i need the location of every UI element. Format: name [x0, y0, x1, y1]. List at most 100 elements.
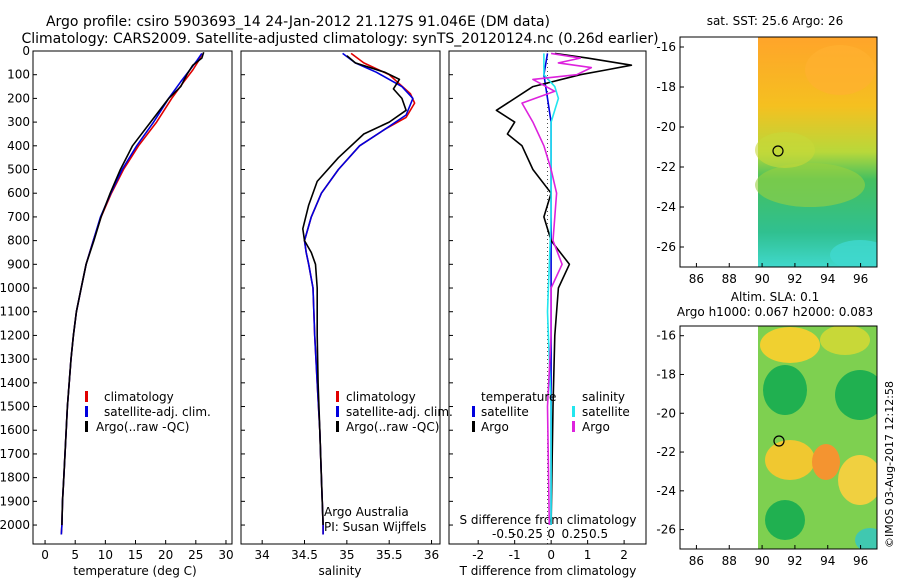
t-difference-x-axis: -2 -1 0 1 2 [472, 540, 628, 562]
series-line-argo-raw-qc- [61, 51, 205, 526]
legend-swatch-climatology [336, 391, 339, 402]
x-tick-label: 25 [188, 548, 203, 562]
lat-tick-label: -16 [656, 40, 676, 54]
lon-tick-label: 90 [754, 272, 769, 286]
legend-swatch-climatology [85, 391, 88, 402]
lon-tick-label: 86 [689, 272, 704, 286]
legend-swatch-argo [85, 421, 88, 432]
series-line-temperature-argo [495, 52, 633, 526]
x-tick-label: 2 [620, 548, 628, 562]
sla-map-field [758, 326, 877, 549]
legend-label-s-satellite: satellite [582, 405, 630, 419]
sla-map-lon-axis: 86 88 90 92 94 96 [689, 545, 868, 568]
lon-tick-label: 92 [787, 554, 802, 568]
depth-tick-label: 1400 [0, 376, 30, 390]
lon-tick-label: 86 [689, 554, 704, 568]
sla-map-lat-axis: -16 -18 -20 -22 -24 -26 [656, 329, 684, 537]
depth-tick-label: 1500 [0, 400, 30, 414]
sst-argo-location-marker [772, 145, 784, 157]
temperature-panel-frame [32, 50, 233, 545]
lat-tick-label: -18 [656, 80, 676, 94]
attribution-line1: Argo Australia [324, 505, 409, 519]
lon-tick-label: 88 [722, 554, 737, 568]
depth-tick-label: 1200 [0, 328, 30, 342]
salinity-x-axis: 34 34.5 35 35.5 36 [255, 540, 439, 562]
lat-tick-label: -24 [656, 484, 676, 498]
x-tick-label: 35 [339, 548, 354, 562]
x-tick-label: 1 [584, 548, 592, 562]
sst-map-frame [679, 36, 878, 268]
header-subtitle: Climatology: CARS2009. Satellite-adjuste… [21, 31, 658, 47]
s-difference-axis-label: S difference from climatology [460, 513, 637, 527]
series-line-satellite-adj-clim- [60, 52, 203, 535]
lat-tick-label: -20 [656, 406, 676, 420]
sla-map-frame [679, 325, 878, 550]
depth-tick-label: 1600 [0, 423, 30, 437]
salinity-axis-label: salinity [318, 564, 361, 578]
legend-swatch-argo [336, 421, 339, 432]
s-tick-label: -0.5 [492, 527, 515, 541]
temperature-legend: climatology satellite-adj. clim. Argo(..… [85, 390, 211, 434]
legend-label-s-argo: Argo [582, 420, 610, 434]
depth-tick-label: 600 [7, 186, 30, 200]
depth-tick-label: 500 [7, 163, 30, 177]
lat-tick-label: -18 [656, 367, 676, 381]
lat-tick-label: -20 [656, 120, 676, 134]
x-tick-label: 30 [218, 548, 233, 562]
salinity-legend: climatology satellite-adj. clim. Argo(..… [336, 390, 453, 434]
legend-swatch-t-argo [472, 421, 475, 432]
legend-label-climatology: climatology [104, 390, 174, 404]
sla-argo-location-marker [773, 435, 785, 447]
series-line-salinity-argo [521, 52, 593, 526]
x-tick-label: -1 [509, 548, 521, 562]
legend-label-argo: Argo(..raw -QC) [346, 420, 439, 434]
depth-tick-label: 0 [22, 44, 30, 58]
x-tick-label: 5 [71, 548, 79, 562]
header-title: Argo profile: csiro 5903693_14 24-Jan-20… [46, 14, 550, 30]
temperature-series-group [60, 51, 205, 535]
legend-swatch-s-satellite [572, 406, 575, 417]
depth-tick-label: 800 [7, 234, 30, 248]
sst-map-field [755, 37, 877, 267]
series-line-climatology [60, 53, 203, 535]
depth-tick-label: 700 [7, 210, 30, 224]
lon-tick-label: 96 [853, 272, 868, 286]
depth-tick-label: 1000 [0, 281, 30, 295]
lon-tick-label: 92 [787, 272, 802, 286]
x-tick-label: 10 [98, 548, 113, 562]
depth-axis: 0 100 200 300 400 500 600 700 800 900 1000 1100 1200… [0, 44, 453, 532]
salinity-series-group [302, 52, 416, 535]
x-tick-label: 36 [424, 548, 439, 562]
lat-tick-label: -22 [656, 445, 676, 459]
depth-tick-label: 1900 [0, 494, 30, 508]
x-tick-label: 34.5 [291, 548, 318, 562]
depth-tick-label: 300 [7, 115, 30, 129]
depth-tick-label: 1800 [0, 471, 30, 485]
legend-label-argo: Argo(..raw -QC) [96, 420, 189, 434]
lon-tick-label: 94 [820, 272, 835, 286]
x-tick-label: 34 [255, 548, 270, 562]
legend-title-salinity: salinity [582, 390, 625, 404]
sst-map-lat-axis: -16 -18 -20 -22 -24 -26 [656, 40, 684, 254]
s-tick-label: 0.25 [562, 527, 589, 541]
imos-timestamp: ©IMOS 03-Aug-2017 12:12:58 [883, 381, 896, 548]
salinity-panel-frame [240, 50, 441, 545]
sla-map-subtitle: Argo h1000: 0.067 h2000: 0.083 [677, 305, 873, 319]
s-difference-x-axis: -0.5-0.25 0 0.25 0.5 [492, 527, 608, 541]
x-tick-label: 35.5 [376, 548, 403, 562]
x-tick-label: 20 [158, 548, 173, 562]
lat-tick-label: -16 [656, 329, 676, 343]
legend-swatch-satellite [85, 406, 88, 417]
depth-tick-label: 400 [7, 139, 30, 153]
s-tick-label: 0 [547, 527, 555, 541]
x-tick-label: 0 [41, 548, 49, 562]
depth-tick-label: 1700 [0, 447, 30, 461]
sst-map-title: sat. SST: 25.6 Argo: 26 [707, 14, 844, 28]
depth-tick-label: 900 [7, 257, 30, 271]
sla-map-title: Altim. SLA: 0.1 [731, 290, 819, 304]
legend-label-t-argo: Argo [481, 420, 509, 434]
temperature-axis-label: temperature (deg C) [73, 564, 196, 578]
legend-label-satellite: satellite-adj. clim. [104, 405, 211, 419]
lat-tick-label: -26 [656, 523, 676, 537]
